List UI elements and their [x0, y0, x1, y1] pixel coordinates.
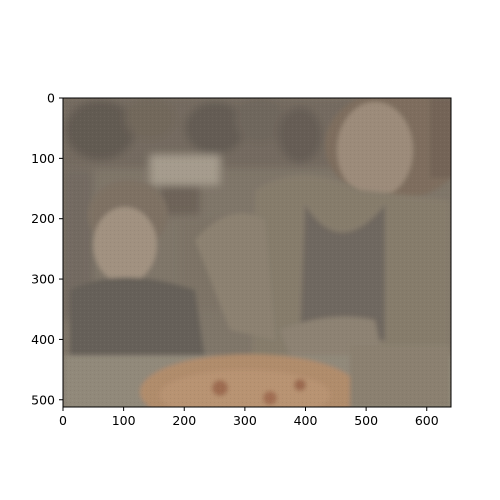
axes-frame	[62, 97, 452, 408]
y-tick-label: 200	[31, 211, 55, 226]
x-tick-label: 500	[354, 413, 378, 428]
x-tick-label: 300	[233, 413, 257, 428]
y-tick-label: 400	[31, 332, 55, 347]
y-tick-label: 300	[31, 272, 55, 287]
x-tick-label: 100	[112, 413, 136, 428]
photo-image	[63, 98, 451, 407]
y-axis: 0 100 200 300 400 500	[31, 91, 63, 407]
x-tick-label: 400	[294, 413, 318, 428]
y-tick-label: 100	[31, 151, 55, 166]
y-tick-label: 500	[31, 392, 55, 407]
y-tick-label: 0	[47, 91, 55, 106]
x-tick-label: 600	[415, 413, 439, 428]
x-tick-label: 200	[172, 413, 196, 428]
x-tick-label: 0	[59, 413, 67, 428]
x-axis: 0 100 200 300 400 500 600	[59, 407, 439, 428]
